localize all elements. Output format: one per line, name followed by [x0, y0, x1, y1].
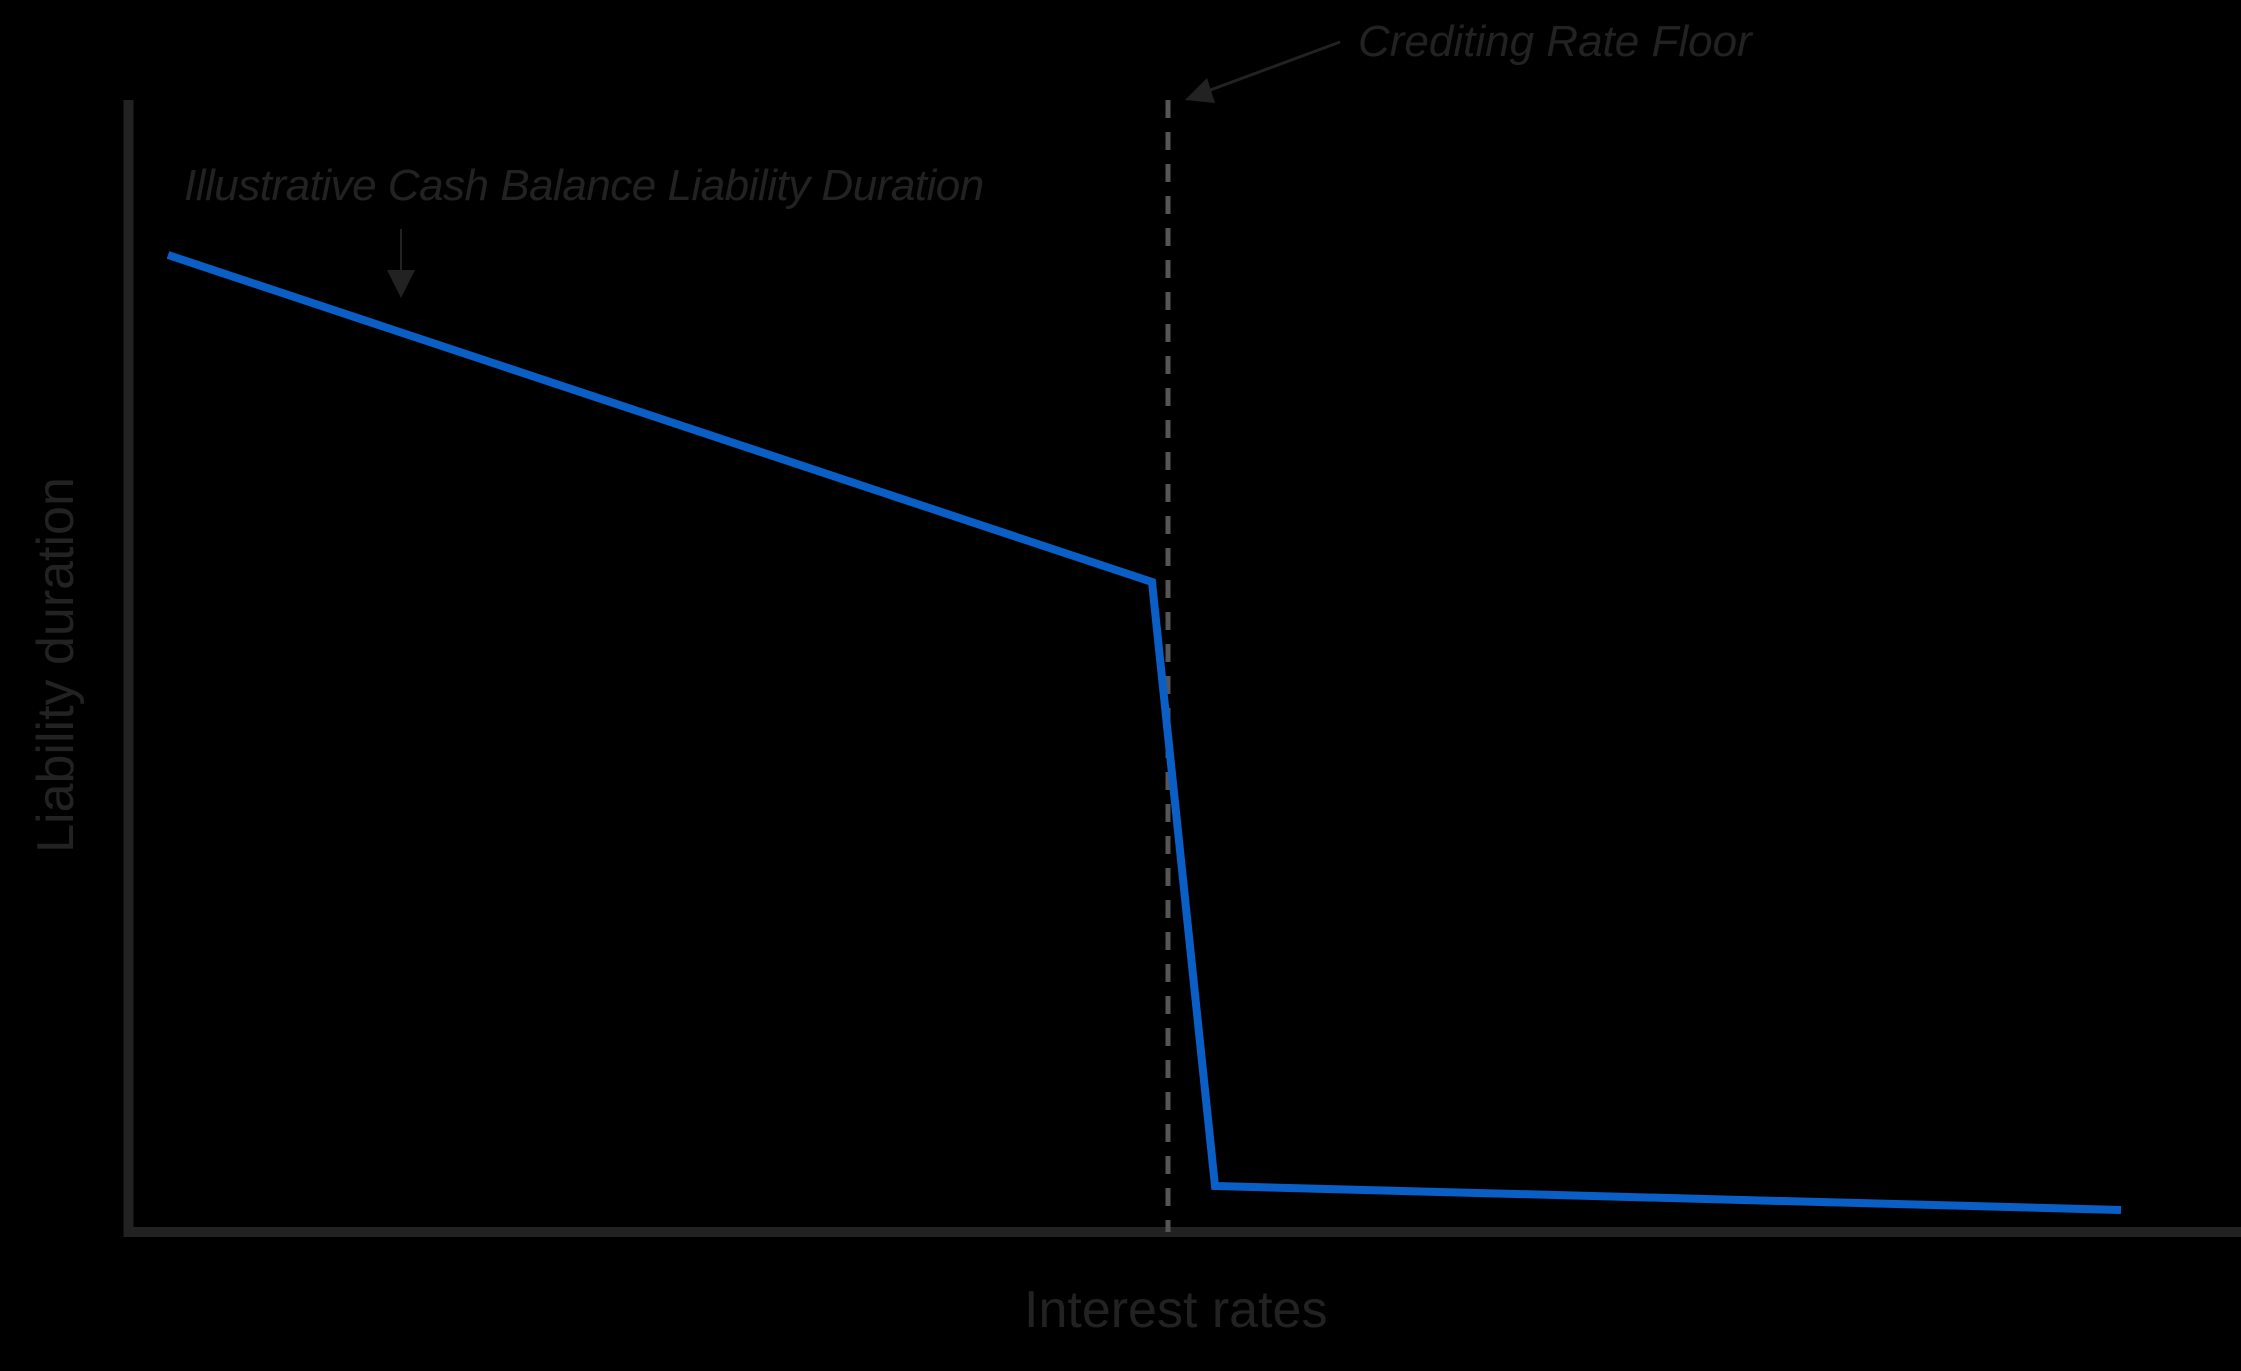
floor-annotation-arrow-icon — [1185, 40, 1341, 103]
series-annotation: Illustrative Cash Balance Liability Dura… — [184, 161, 984, 210]
series-annotation-arrow-icon — [387, 229, 415, 298]
y-axis-label: Liability duration — [27, 477, 85, 853]
liability-duration-series — [166, 251, 2122, 1214]
x-axis-label: Interest rates — [1024, 1281, 1328, 1339]
crediting-rate-floor-annotation: Crediting Rate Floor — [1358, 17, 1752, 66]
